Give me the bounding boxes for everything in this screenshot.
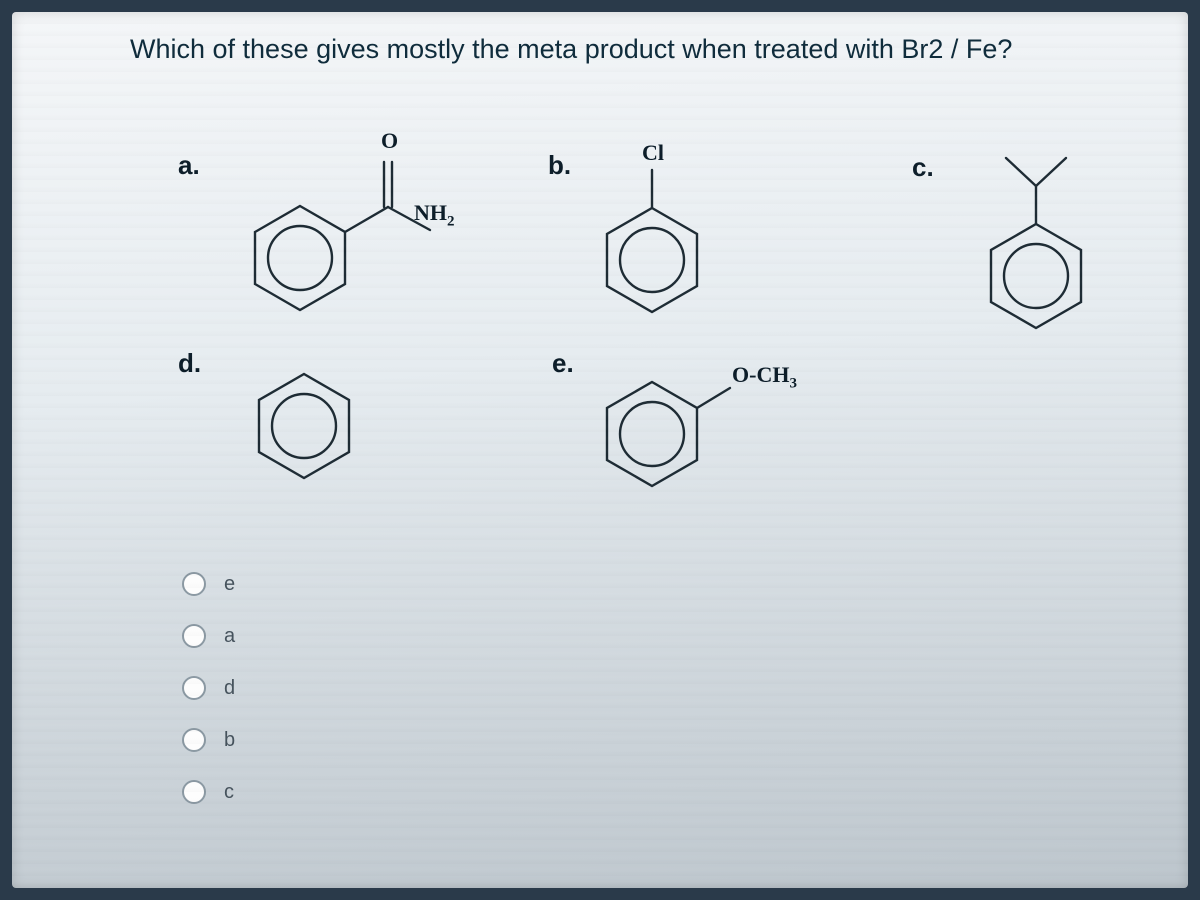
option-d-label: d. <box>178 348 201 379</box>
radio-d[interactable] <box>182 676 206 700</box>
quiz-card: Which of these gives mostly the meta pro… <box>12 12 1188 888</box>
radio-b[interactable] <box>182 728 206 752</box>
structure-b <box>580 162 740 362</box>
structure-c <box>952 132 1152 372</box>
answer-option-d[interactable]: d <box>182 676 235 700</box>
structure-b-cl: Cl <box>642 140 664 166</box>
structure-d <box>232 342 392 522</box>
structure-a-oxygen: O <box>381 128 398 154</box>
radio-b-label: b <box>224 729 235 752</box>
radio-a-label: a <box>224 625 235 648</box>
radio-a[interactable] <box>182 624 206 648</box>
radio-e-label: e <box>224 573 235 596</box>
answer-radio-group: e a d b c <box>182 572 235 832</box>
radio-d-label: d <box>224 677 235 700</box>
structure-a <box>228 122 468 342</box>
structure-a-nh2: NH2 <box>414 200 455 230</box>
answer-option-c[interactable]: c <box>182 780 235 804</box>
radio-e[interactable] <box>182 572 206 596</box>
answer-option-a[interactable]: a <box>182 624 235 648</box>
answer-option-e[interactable]: e <box>182 572 235 596</box>
structure-e-och3: O-CH3 <box>732 362 797 392</box>
option-e-label: e. <box>552 348 574 379</box>
answer-option-b[interactable]: b <box>182 728 235 752</box>
radio-c[interactable] <box>182 780 206 804</box>
option-a-label: a. <box>178 150 200 181</box>
question-text: Which of these gives mostly the meta pro… <box>130 34 1012 65</box>
option-b-label: b. <box>548 150 571 181</box>
option-c-label: c. <box>912 152 934 183</box>
radio-c-label: c <box>224 781 234 804</box>
